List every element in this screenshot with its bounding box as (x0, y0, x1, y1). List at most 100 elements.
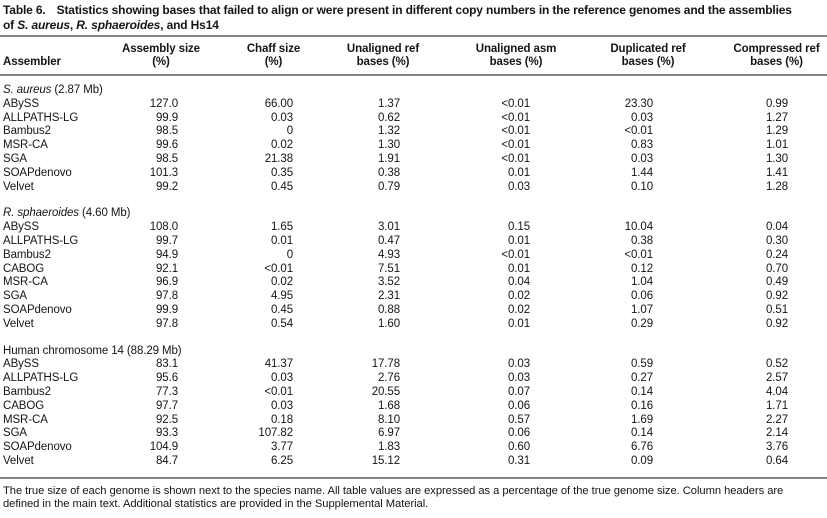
value-cell-duplicated-ref: 0.16 (631, 399, 653, 412)
value-cell-unaligned-ref: 2.76 (378, 372, 400, 385)
table-row: SGA 93.3 107.82 6.97 0.06 0.14 2.14 (0, 427, 827, 441)
value-cell-assembly-size: 92.1 (156, 262, 178, 275)
value-cell-compressed-ref: 2.14 (766, 427, 788, 440)
value-cell-unaligned-asm: 0.02 (508, 303, 530, 316)
value-cell-chaff-size: <0.01 (264, 385, 293, 398)
text-segment: of (3, 18, 18, 32)
value-cell-unaligned-asm: <0.01 (501, 97, 530, 110)
value-cell-duplicated-ref: 0.06 (631, 290, 653, 303)
value-cell-compressed-ref: 1.30 (766, 152, 788, 165)
table-row: ABySS 108.0 1.65 3.01 0.15 10.04 0.04 (0, 221, 827, 235)
value-cell-unaligned-ref: 1.60 (378, 317, 400, 330)
assembler-cell: Velvet (3, 317, 34, 330)
column-header-line-1: Assembly size (122, 43, 200, 55)
column-header-line-2: bases (%) (356, 56, 410, 68)
value-cell-unaligned-asm: 0.04 (508, 276, 530, 289)
value-cell-unaligned-asm: 0.03 (508, 372, 530, 385)
column-header-chaff-size: Chaff size (%) (217, 37, 330, 76)
value-cell-chaff-size: 41.37 (264, 358, 293, 371)
value-cell-chaff-size: 0.01 (271, 234, 293, 247)
value-cell-chaff-size: 0.02 (271, 276, 293, 289)
value-cell-compressed-ref: 0.92 (766, 290, 788, 303)
value-cell-unaligned-ref: 3.01 (378, 221, 400, 234)
assembler-cell: SOAPdenovo (3, 441, 72, 454)
table-row: SOAPdenovo 104.9 3.77 1.83 0.60 6.76 3.76 (0, 441, 827, 455)
table-row: ALLPATHS-LG 99.7 0.01 0.47 0.01 0.38 0.30 (0, 235, 827, 249)
section-header-row: Human chromosome 14 (88.29 Mb) (0, 332, 827, 359)
value-cell-assembly-size: 99.6 (156, 139, 178, 152)
value-cell-compressed-ref: 1.27 (766, 111, 788, 124)
species-name: S. aureus (3, 84, 52, 96)
assembler-cell: SGA (3, 152, 27, 165)
value-cell-unaligned-ref: 15.12 (371, 454, 400, 467)
value-cell-unaligned-ref: 17.78 (371, 358, 400, 371)
value-cell-unaligned-asm: 0.01 (508, 166, 530, 179)
assembler-cell: Bambus2 (3, 248, 51, 261)
value-cell-chaff-size: 0.35 (271, 166, 293, 179)
statistics-table: Assembler Assembly size (%) Chaff size (%) Un… (0, 37, 827, 469)
value-cell-chaff-size: 66.00 (264, 97, 293, 110)
value-cell-chaff-size: 0 (286, 248, 293, 261)
value-cell-assembly-size: 94.9 (156, 248, 178, 261)
value-cell-unaligned-ref: 0.62 (378, 111, 400, 124)
value-cell-chaff-size: 0.03 (271, 399, 293, 412)
value-cell-duplicated-ref: 0.03 (631, 111, 653, 124)
table-title-line-1: Table 6. Statistics showing bases that fa… (3, 3, 823, 18)
value-cell-compressed-ref: 0.52 (766, 358, 788, 371)
value-cell-unaligned-ref: 0.47 (378, 234, 400, 247)
value-cell-compressed-ref: 0.24 (766, 248, 788, 261)
column-header-line-1: Unaligned asm (475, 43, 557, 55)
value-cell-duplicated-ref: 1.04 (631, 276, 653, 289)
value-cell-unaligned-asm: 0.01 (508, 262, 530, 275)
text-segment: (2.87 Mb) (51, 84, 103, 96)
value-cell-duplicated-ref: 0.12 (631, 262, 653, 275)
value-cell-unaligned-asm: 0.07 (508, 385, 530, 398)
column-header-line-1: Assembler (3, 56, 61, 68)
value-cell-unaligned-asm: 0.06 (508, 399, 530, 412)
table-row: ALLPATHS-LG 99.9 0.03 0.62 <0.01 0.03 1.27 (0, 112, 827, 126)
value-cell-chaff-size: <0.01 (264, 262, 293, 275)
assembler-cell: SGA (3, 290, 27, 303)
table-row: SOAPdenovo 101.3 0.35 0.38 0.01 1.44 1.41 (0, 167, 827, 181)
section-header-row: S. aureus (2.87 Mb) (0, 75, 827, 98)
value-cell-unaligned-asm: 0.03 (508, 358, 530, 371)
value-cell-compressed-ref: 2.57 (766, 372, 788, 385)
species-name: R. sphaeroides (3, 207, 79, 220)
table-row: Bambus2 94.9 0 4.93 <0.01 <0.01 0.24 (0, 249, 827, 263)
value-cell-duplicated-ref: 6.76 (631, 441, 653, 454)
text-segment: , (69, 18, 77, 32)
value-cell-unaligned-asm: 0.06 (508, 427, 530, 440)
table-row: MSR-CA 96.9 0.02 3.52 0.04 1.04 0.49 (0, 276, 827, 290)
value-cell-assembly-size: 98.5 (156, 152, 178, 165)
value-cell-unaligned-asm: <0.01 (501, 125, 530, 138)
value-cell-unaligned-asm: <0.01 (501, 111, 530, 124)
assembler-cell: MSR-CA (3, 276, 48, 289)
species-name: S. aureus (17, 18, 70, 32)
value-cell-unaligned-asm: 0.57 (508, 413, 530, 426)
value-cell-chaff-size: 0.18 (271, 413, 293, 426)
table-number-label: Table 6. (3, 3, 46, 17)
value-cell-unaligned-ref: 1.91 (378, 152, 400, 165)
column-header-line-2: bases (%) (621, 56, 675, 68)
value-cell-assembly-size: 93.3 (156, 427, 178, 440)
table-title: Table 6. Statistics showing bases that fa… (0, 0, 827, 33)
value-cell-unaligned-ref: 0.88 (378, 303, 400, 316)
value-cell-unaligned-ref: 1.30 (378, 139, 400, 152)
value-cell-compressed-ref: 0.99 (766, 97, 788, 110)
value-cell-chaff-size: 3.77 (271, 441, 293, 454)
assembler-cell: Bambus2 (3, 385, 51, 398)
value-cell-duplicated-ref: 0.03 (631, 152, 653, 165)
value-cell-unaligned-asm: <0.01 (501, 152, 530, 165)
assembler-cell: ABySS (3, 97, 39, 110)
value-cell-unaligned-ref: 7.51 (378, 262, 400, 275)
table-row: Bambus2 98.5 0 1.32 <0.01 <0.01 1.29 (0, 125, 827, 139)
column-header-unaligned-asm: Unaligned asm bases (%) (448, 37, 584, 76)
column-header-compressed-ref: Compressed ref bases (%) (712, 37, 827, 76)
column-header-duplicated-ref: Duplicated ref bases (%) (584, 37, 712, 76)
value-cell-assembly-size: 127.0 (149, 97, 178, 110)
value-cell-assembly-size: 99.2 (156, 180, 178, 193)
value-cell-compressed-ref: 1.29 (766, 125, 788, 138)
table-row: Velvet 84.7 6.25 15.12 0.31 0.09 0.64 (0, 455, 827, 469)
value-cell-compressed-ref: 0.64 (766, 454, 788, 467)
value-cell-duplicated-ref: 10.04 (624, 221, 653, 234)
